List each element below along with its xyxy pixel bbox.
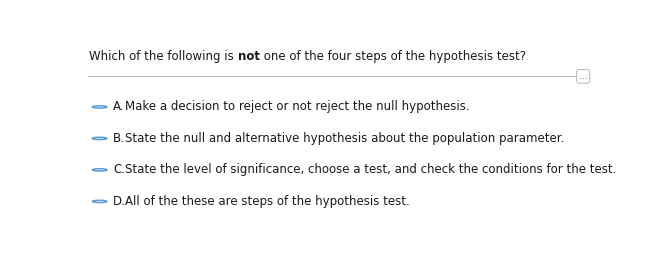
Text: All of the these are steps of the hypothesis test.: All of the these are steps of the hypoth…	[126, 195, 410, 208]
Text: C.: C.	[113, 163, 125, 176]
Text: State the null and alternative hypothesis about the population parameter.: State the null and alternative hypothesi…	[126, 132, 565, 145]
Text: Make a decision to reject or not reject the null hypothesis.: Make a decision to reject or not reject …	[126, 100, 470, 114]
Text: Which of the following is: Which of the following is	[89, 50, 238, 63]
Text: B.: B.	[113, 132, 125, 145]
Text: D.: D.	[113, 195, 126, 208]
Text: ...: ...	[579, 72, 588, 81]
Text: A.: A.	[113, 100, 124, 114]
Text: State the level of significance, choose a test, and check the conditions for the: State the level of significance, choose …	[126, 163, 616, 176]
Text: one of the four steps of the hypothesis test?: one of the four steps of the hypothesis …	[260, 50, 526, 63]
Text: not: not	[238, 50, 260, 63]
